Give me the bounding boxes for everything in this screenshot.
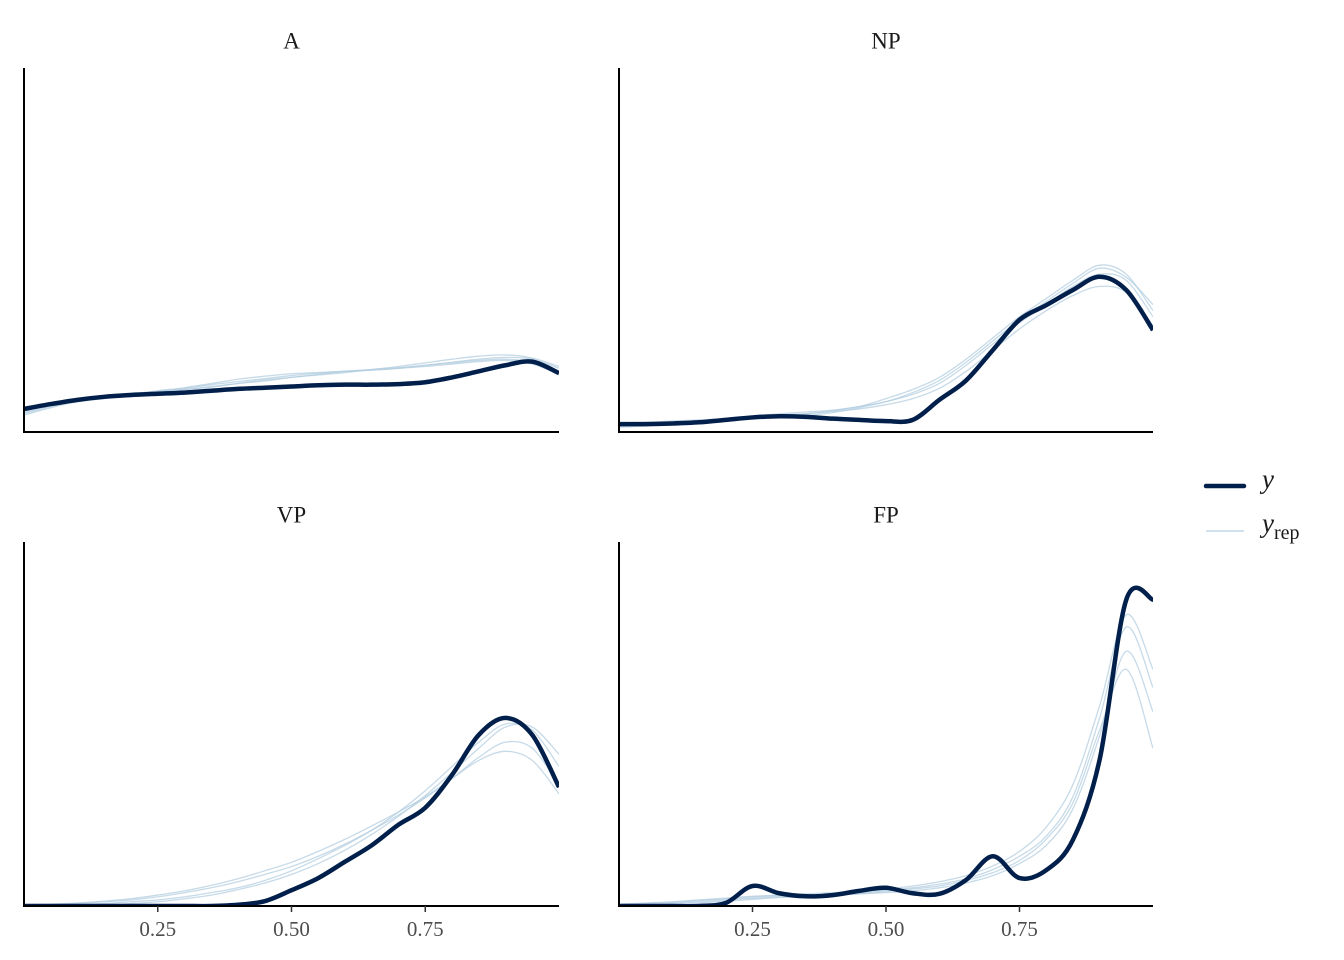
yrep-line <box>619 285 1153 428</box>
y-line <box>619 585 1153 906</box>
y-line <box>24 715 559 906</box>
x-tick-label: 0.50 <box>868 917 905 941</box>
x-tick-label: 0.75 <box>407 917 444 941</box>
yrep-line <box>24 354 559 414</box>
facet-title: NP <box>871 28 900 53</box>
yrep-line <box>24 722 559 906</box>
yrep-line <box>24 723 559 906</box>
y-line <box>24 359 559 412</box>
legend-label: yrep <box>1259 508 1300 543</box>
facet-title: VP <box>277 502 306 527</box>
yrep-line <box>24 356 559 412</box>
x-tick-label: 0.50 <box>273 917 310 941</box>
facet-title: FP <box>873 502 899 527</box>
yrep-line <box>619 668 1153 906</box>
facet-panel: 0.25 0.50 0.75 FP <box>618 502 1153 941</box>
yrep-line <box>619 614 1153 905</box>
yrep-line <box>619 650 1153 906</box>
facet-title: A <box>283 28 300 53</box>
legend-label: y <box>1259 464 1274 494</box>
facet-panel: NP <box>618 28 1153 433</box>
facet-panel: A <box>23 28 559 433</box>
yrep-line <box>619 273 1153 427</box>
yrep-line <box>619 626 1153 906</box>
y-line <box>619 274 1153 427</box>
x-tick-label: 0.25 <box>139 917 176 941</box>
yrep-line <box>24 740 559 906</box>
legend-label-main: y <box>1259 508 1274 538</box>
legend-label-subscript: rep <box>1274 522 1300 544</box>
yrep-line <box>24 750 559 906</box>
x-tick-label: 0.25 <box>734 917 771 941</box>
facet-panel: 0.25 0.50 0.75 VP <box>23 502 559 941</box>
x-tick-label: 0.75 <box>1001 917 1038 941</box>
